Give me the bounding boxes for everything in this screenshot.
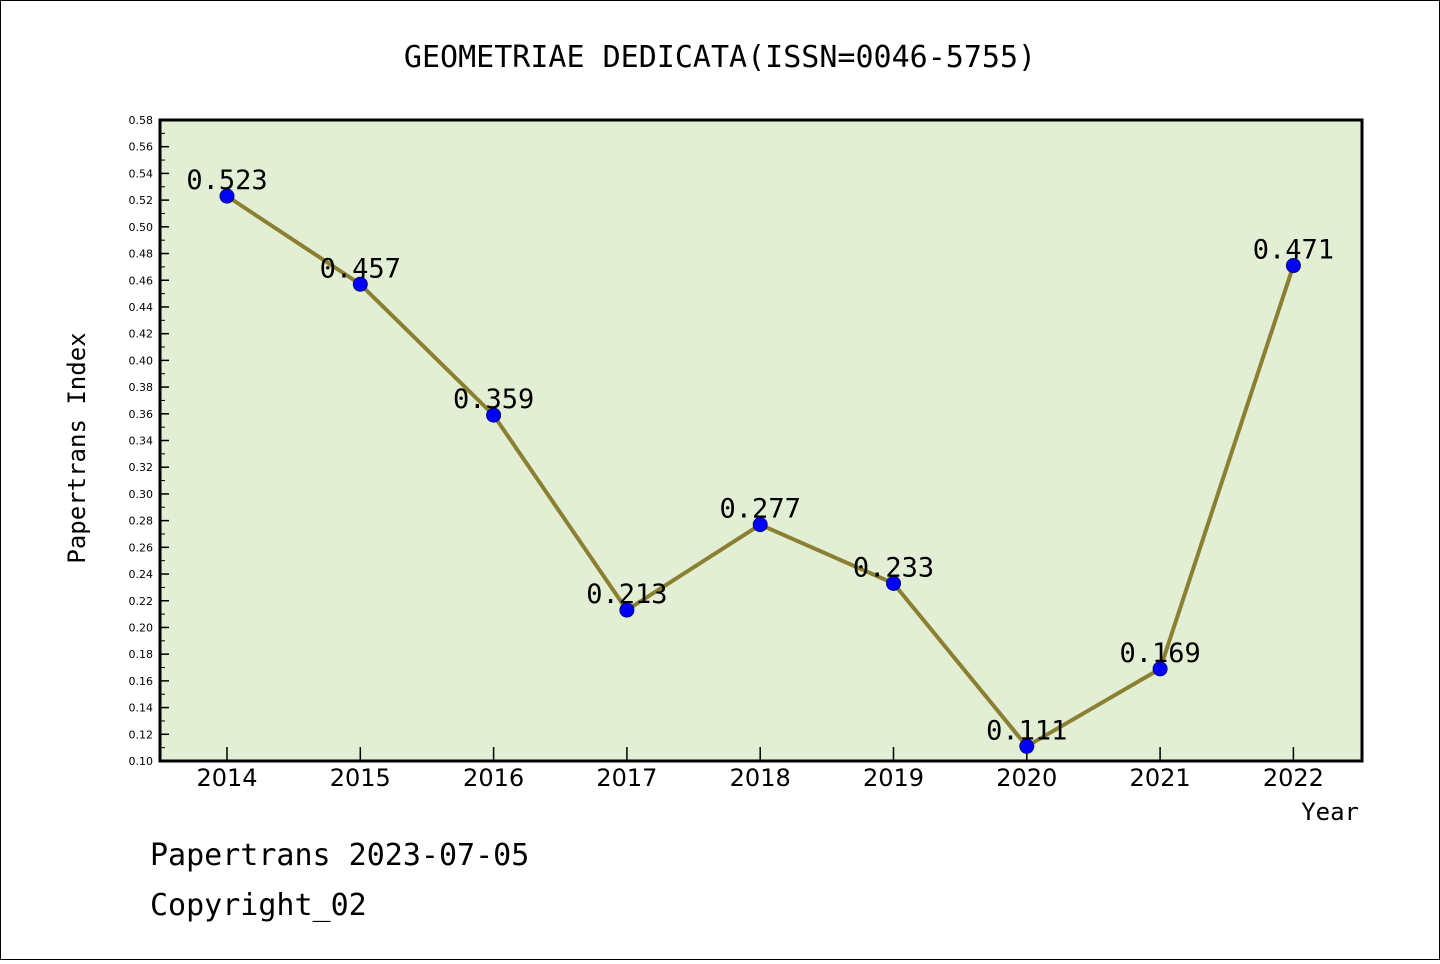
y-tick-label: 0.22 xyxy=(129,595,154,608)
y-tick-label: 0.26 xyxy=(129,541,154,554)
data-label: 0.277 xyxy=(720,494,801,525)
x-tick-label: 2022 xyxy=(1263,764,1324,792)
x-tick-label: 2018 xyxy=(730,764,791,792)
y-tick-label: 0.54 xyxy=(129,167,154,180)
x-tick-label: 2019 xyxy=(863,764,924,792)
data-label: 0.471 xyxy=(1253,235,1334,266)
y-tick-label: 0.40 xyxy=(129,354,154,367)
x-tick-label: 2020 xyxy=(996,764,1057,792)
y-tick-label: 0.18 xyxy=(129,648,154,661)
data-label: 0.359 xyxy=(453,384,534,415)
y-axis-ticks: 0.10 0.12 0.14 0.16 0.18 0.20 0.22 0.24 0.26 0.28… xyxy=(129,114,169,768)
data-point xyxy=(752,517,768,533)
data-point xyxy=(1019,738,1035,754)
y-axis-title: Papertrans Index xyxy=(63,332,91,563)
y-tick-label: 0.16 xyxy=(129,675,154,688)
y-tick-label: 0.24 xyxy=(129,568,154,581)
y-tick-label: 0.28 xyxy=(129,515,154,528)
x-tick-label: 2016 xyxy=(463,764,524,792)
y-tick-label: 0.58 xyxy=(129,114,154,127)
y-tick-label: 0.32 xyxy=(129,461,154,474)
x-tick-label: 2014 xyxy=(196,764,257,792)
data-point xyxy=(1152,661,1168,677)
y-tick-label: 0.42 xyxy=(129,328,154,341)
data-point xyxy=(352,276,368,292)
y-tick-label: 0.20 xyxy=(129,621,154,634)
y-tick-label: 0.10 xyxy=(129,755,154,768)
data-label: 0.111 xyxy=(986,715,1067,746)
data-point xyxy=(1285,258,1301,274)
y-tick-label: 0.50 xyxy=(129,221,154,234)
plot-area xyxy=(158,118,1364,763)
data-label-layer: 0.523 0.457 0.359 0.213 0.277 0.233 0.111 0.169… xyxy=(186,165,1334,746)
data-label: 0.457 xyxy=(320,253,401,284)
footer-copyright: Copyright_02 xyxy=(150,888,367,923)
series-layer xyxy=(219,188,1301,754)
data-point xyxy=(619,602,635,618)
data-point xyxy=(886,575,901,591)
data-point xyxy=(486,407,502,423)
data-label: 0.523 xyxy=(186,165,267,196)
x-tick-label: 2021 xyxy=(1130,764,1191,792)
y-tick-label: 0.56 xyxy=(129,141,154,154)
y-tick-label: 0.48 xyxy=(129,248,154,261)
data-label: 0.169 xyxy=(1119,638,1200,669)
y-tick-label: 0.44 xyxy=(129,301,154,314)
footer-date: Papertrans 2023-07-05 xyxy=(150,838,529,873)
y-tick-label: 0.14 xyxy=(129,702,154,715)
data-label: 0.213 xyxy=(586,579,667,610)
data-label: 0.233 xyxy=(853,552,934,583)
y-tick-label: 0.12 xyxy=(129,728,154,741)
y-tick-label: 0.30 xyxy=(129,488,154,501)
x-axis-ticks: 2014 2015 2016 2017 2018 2019 2020 2021 2022 xyxy=(196,747,1324,792)
y-tick-label: 0.38 xyxy=(129,381,154,394)
data-point xyxy=(219,188,235,204)
x-axis-title: Year xyxy=(1301,798,1359,826)
x-tick-label: 2015 xyxy=(330,764,391,792)
chart-title: GEOMETRIAE DEDICATA(ISSN=0046-5755) xyxy=(404,40,1036,75)
y-tick-label: 0.36 xyxy=(129,408,154,421)
x-tick-label: 2017 xyxy=(596,764,657,792)
y-tick-label: 0.46 xyxy=(129,274,154,287)
y-tick-label: 0.52 xyxy=(129,194,154,207)
y-tick-label: 0.34 xyxy=(129,435,154,448)
